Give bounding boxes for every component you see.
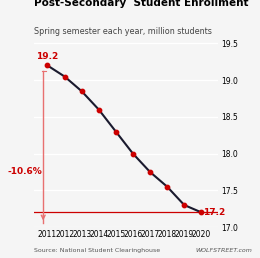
Point — [97, 108, 101, 112]
Point — [131, 151, 135, 156]
Point — [165, 184, 169, 189]
Text: -10.6%: -10.6% — [8, 167, 42, 176]
Text: Post-Secondary  Student Enrollment: Post-Secondary Student Enrollment — [34, 0, 248, 7]
Point — [148, 170, 152, 174]
Text: 17.2: 17.2 — [203, 208, 226, 217]
Text: 19.2: 19.2 — [36, 52, 58, 61]
Text: Spring semester each year, million students: Spring semester each year, million stude… — [34, 27, 212, 36]
Point — [199, 210, 203, 214]
Text: WOLFSTREET.com: WOLFSTREET.com — [195, 248, 252, 253]
Point — [46, 63, 50, 68]
Text: Source: National Student Clearinghouse: Source: National Student Clearinghouse — [34, 248, 160, 253]
Point — [182, 203, 186, 207]
Point — [114, 130, 118, 134]
Point — [62, 75, 67, 79]
Point — [80, 89, 84, 93]
